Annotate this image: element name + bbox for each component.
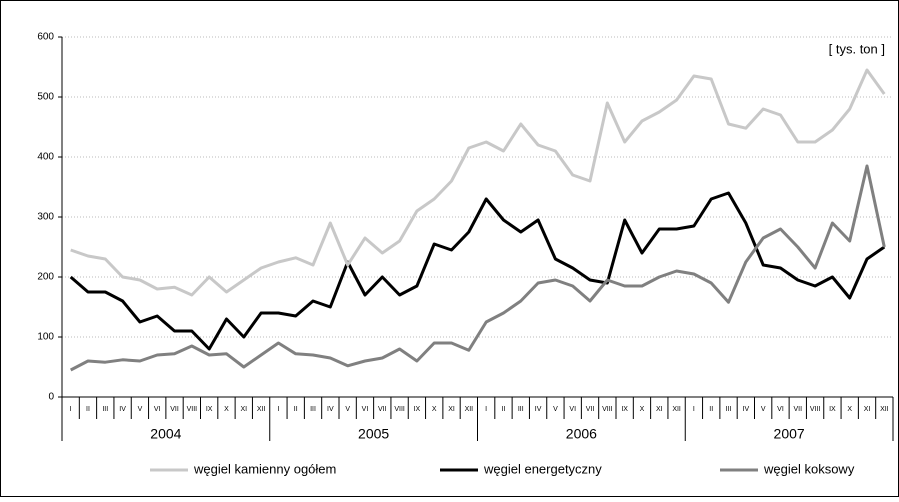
x-tick-label: III <box>518 406 524 413</box>
x-tick-label: V <box>138 406 143 413</box>
x-tick-label: II <box>709 406 713 413</box>
y-tick-label: 300 <box>37 212 54 223</box>
x-tick-label: IX <box>621 406 628 413</box>
x-tick-label: VII <box>794 406 803 413</box>
year-label: 2007 <box>774 426 805 442</box>
x-tick-label: VI <box>777 406 784 413</box>
year-label: 2005 <box>358 426 389 442</box>
y-tick-label: 0 <box>48 392 54 403</box>
series-line <box>69 191 886 351</box>
x-tick-label: X <box>224 406 229 413</box>
x-tick-label: VI <box>569 406 576 413</box>
x-tick-label: XI <box>656 406 663 413</box>
x-tick-label: XI <box>240 406 247 413</box>
x-tick-label: II <box>86 406 90 413</box>
unit-annotation: [ tys. ton ] <box>829 41 885 56</box>
x-tick-label: II <box>294 406 298 413</box>
year-label: 2004 <box>150 426 181 442</box>
x-tick-label: I <box>693 406 695 413</box>
x-tick-label: V <box>761 406 766 413</box>
x-tick-label: VII <box>378 406 387 413</box>
x-tick-label: VII <box>170 406 179 413</box>
x-tick-label: I <box>485 406 487 413</box>
x-tick-label: IV <box>119 406 126 413</box>
year-label: 2006 <box>566 426 597 442</box>
x-tick-label: II <box>502 406 506 413</box>
x-tick-label: IX <box>829 406 836 413</box>
x-tick-label: XII <box>672 406 681 413</box>
series-line <box>70 68 886 297</box>
x-tick-label: IX <box>206 406 213 413</box>
x-tick-label: I <box>70 406 72 413</box>
x-tick-label: IV <box>327 406 334 413</box>
x-tick-label: III <box>310 406 316 413</box>
legend-label: węgiel kamienny ogółem <box>193 461 336 476</box>
x-tick-label: V <box>553 406 558 413</box>
y-tick-label: 100 <box>37 332 54 343</box>
x-tick-label: VIII <box>187 406 198 413</box>
legend-label: węgiel energetyczny <box>483 461 602 476</box>
series-line <box>70 164 886 372</box>
x-tick-label: X <box>432 406 437 413</box>
x-tick-label: V <box>345 406 350 413</box>
legend-label: węgiel koksowy <box>763 461 855 476</box>
x-tick-label: VIII <box>394 406 405 413</box>
x-tick-label: VIII <box>810 406 821 413</box>
x-tick-label: X <box>640 406 645 413</box>
x-tick-label: XII <box>880 406 889 413</box>
x-tick-label: VIII <box>602 406 613 413</box>
x-tick-label: VI <box>154 406 161 413</box>
x-tick-label: VII <box>586 406 595 413</box>
y-tick-label: 200 <box>37 272 54 283</box>
x-tick-label: XI <box>448 406 455 413</box>
x-tick-label: VI <box>362 406 369 413</box>
x-tick-label: IV <box>535 406 542 413</box>
x-tick-label: X <box>847 406 852 413</box>
x-tick-label: XII <box>257 406 266 413</box>
y-tick-label: 600 <box>37 32 54 43</box>
x-tick-label: III <box>102 406 108 413</box>
x-tick-label: III <box>726 406 732 413</box>
x-tick-label: IX <box>414 406 421 413</box>
x-tick-label: IV <box>743 406 750 413</box>
x-tick-label: I <box>277 406 279 413</box>
x-tick-label: XI <box>864 406 871 413</box>
x-tick-label: XII <box>465 406 474 413</box>
y-tick-label: 400 <box>37 152 54 163</box>
y-tick-label: 500 <box>37 92 54 103</box>
